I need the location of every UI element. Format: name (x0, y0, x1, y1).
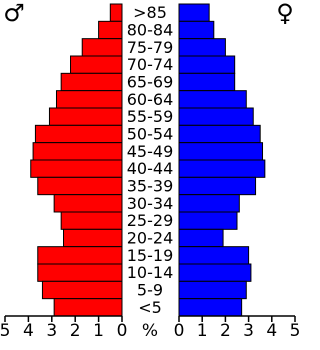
age-label: 80-84 (127, 21, 174, 40)
page: {"chart_data": { "type": "pyramid", "cat… (0, 0, 301, 341)
female-bar (178, 72, 236, 92)
x-axis-label: % (142, 321, 158, 341)
x-tick-label: 5 (290, 321, 300, 341)
male-bar (63, 228, 123, 248)
female-bar (178, 211, 238, 230)
age-label: 65-69 (127, 73, 174, 92)
female-bar (178, 246, 250, 265)
male-bar (30, 159, 123, 178)
x-tick-label: 2 (70, 321, 81, 341)
male-bar (70, 55, 123, 74)
female-bar (178, 194, 240, 213)
age-label: <5 (138, 298, 162, 317)
male-bar (48, 107, 123, 126)
age-label: 70-74 (127, 55, 174, 74)
x-tick-label: 3 (46, 321, 57, 341)
female-bar (178, 55, 236, 74)
female-bar (178, 159, 266, 178)
age-label: 50-54 (127, 125, 174, 144)
x-tick-label: 0 (117, 321, 128, 341)
chart: ♂ ♀ % >8580-8475-7970-7465-6960-6455-595… (0, 0, 300, 341)
age-label: 5-9 (137, 281, 163, 300)
age-label: 10-14 (127, 263, 174, 282)
female-bar (178, 228, 224, 248)
female-legend: ♀ (276, 0, 294, 27)
x-tick-label: 1 (93, 321, 104, 341)
male-bar (109, 3, 123, 22)
male-bar (55, 90, 123, 109)
age-label: 55-59 (127, 107, 174, 126)
female-bar (178, 38, 226, 57)
x-tick-label: 2 (220, 321, 231, 341)
age-label: 60-64 (127, 90, 174, 109)
male-bar (37, 263, 123, 282)
x-tick-label: 3 (243, 321, 254, 341)
female-bar (178, 176, 257, 196)
female-bar (178, 124, 261, 144)
male-bar (81, 38, 123, 57)
age-label: 45-49 (127, 142, 174, 161)
age-label: 20-24 (127, 229, 174, 248)
male-bar (32, 142, 123, 161)
x-tick-label: 4 (266, 321, 277, 341)
age-label: 35-39 (127, 177, 174, 196)
age-label: 25-29 (127, 211, 174, 230)
x-tick-label: 1 (197, 321, 208, 341)
age-label: >85 (133, 3, 167, 22)
male-bar (37, 176, 123, 196)
age-label: 40-44 (127, 159, 174, 178)
male-bar (41, 280, 123, 300)
x-tick-label: 0 (174, 321, 185, 341)
age-label: 15-19 (127, 246, 174, 265)
x-tick-label: 5 (0, 321, 10, 341)
female-bar (178, 280, 247, 300)
male-bar (60, 72, 123, 92)
male-bar (60, 211, 123, 230)
age-label: 30-34 (127, 194, 174, 213)
female-bar (178, 263, 252, 282)
female-bar (178, 90, 247, 109)
male-legend: ♂ (3, 0, 25, 27)
female-bar (178, 142, 264, 161)
male-bar (98, 20, 123, 40)
female-bar (178, 107, 254, 126)
male-bar (53, 298, 123, 317)
age-label: 75-79 (127, 38, 174, 57)
x-tick-label: 4 (23, 321, 34, 341)
female-bar (178, 3, 210, 22)
male-bar (53, 194, 123, 213)
female-bar (178, 20, 215, 40)
female-bar (178, 298, 243, 317)
male-bar (34, 124, 123, 144)
male-bar (37, 246, 123, 265)
